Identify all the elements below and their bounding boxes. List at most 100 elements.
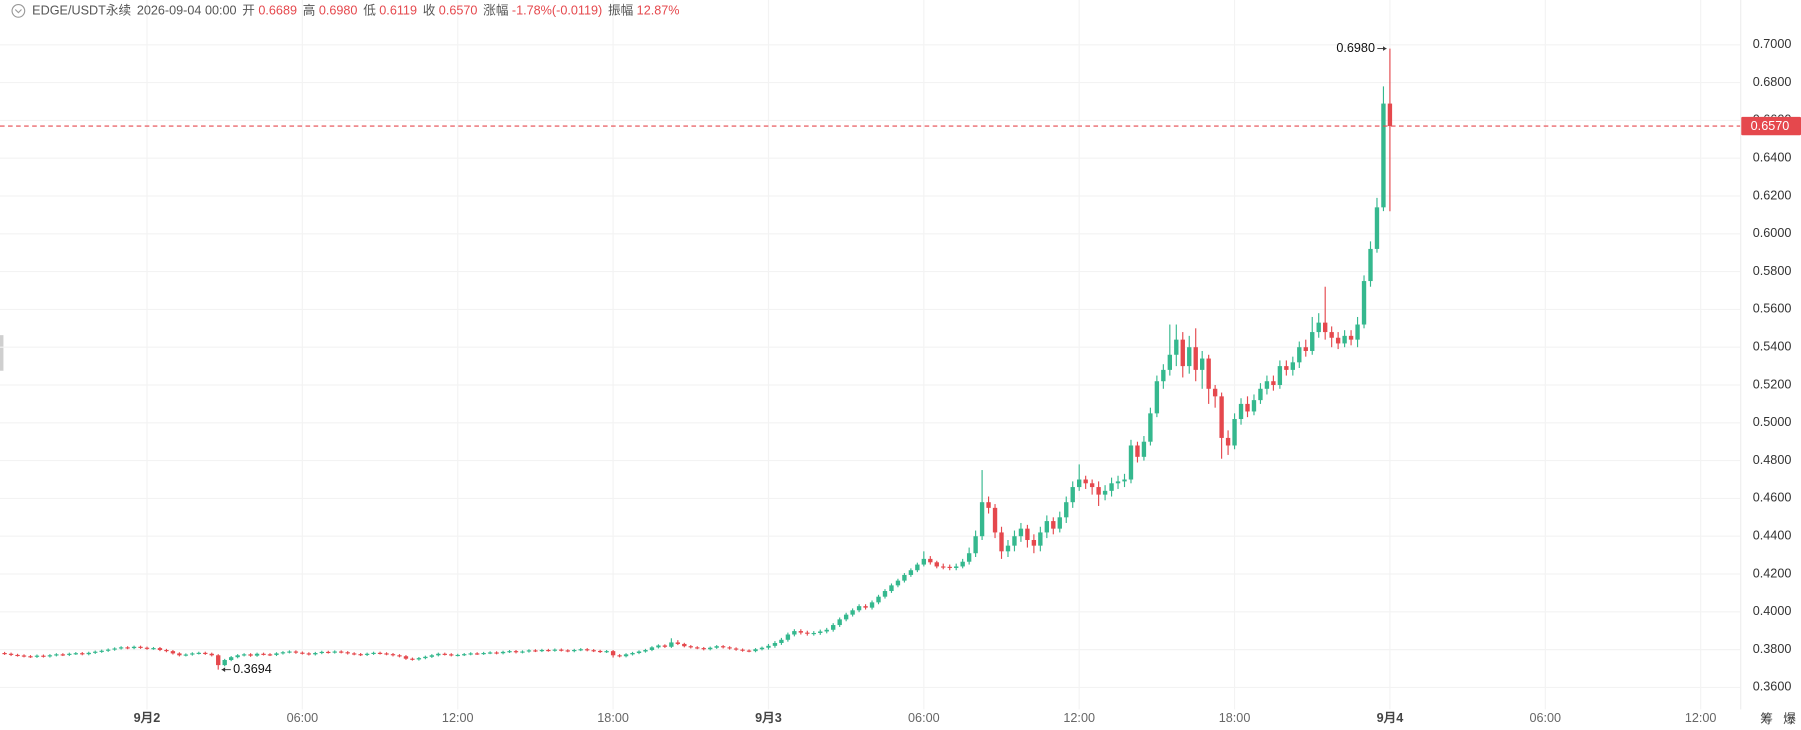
candle-body: [371, 652, 376, 654]
candle-body: [1284, 366, 1289, 370]
candle-body: [487, 652, 493, 654]
candle-body: [216, 655, 221, 666]
y-tick-label: 0.5400: [1753, 340, 1792, 354]
candle-body: [1297, 347, 1302, 363]
candle-body: [572, 649, 577, 652]
candle-body: [183, 654, 189, 656]
candle-body: [1012, 536, 1017, 546]
candle-body: [1109, 483, 1114, 491]
candle-body: [151, 648, 156, 650]
candle-body: [973, 536, 978, 554]
candle-body: [1167, 354, 1173, 370]
candle-body: [1277, 366, 1283, 386]
candle-body: [1128, 445, 1134, 480]
candle-body: [1232, 419, 1237, 446]
candle-body: [688, 646, 693, 648]
candle-body: [1180, 339, 1185, 367]
candle-body: [617, 655, 622, 657]
candle-body: [960, 561, 965, 567]
y-tick-label: 0.6800: [1753, 75, 1792, 89]
candle-body: [15, 654, 20, 657]
candle-body: [733, 648, 739, 650]
candle-body: [1245, 403, 1250, 412]
x-tick-label: 9月3: [755, 711, 782, 725]
candle-body: [164, 649, 169, 652]
candle-body: [235, 655, 240, 658]
candle-body: [481, 653, 486, 655]
x-tick-label: 06:00: [1529, 711, 1561, 725]
x-tick-label: 9月2: [134, 711, 161, 725]
candle-body: [643, 649, 648, 652]
candle-body: [610, 651, 616, 656]
candle-body: [222, 660, 227, 666]
candle-body: [494, 652, 499, 654]
candle-body: [1323, 322, 1328, 333]
tool-button[interactable]: 爆: [1783, 712, 1796, 726]
y-tick-label: 0.7000: [1753, 37, 1792, 51]
candle-body: [410, 658, 415, 660]
max-label: 0.6980: [1336, 41, 1375, 55]
candle-body: [1122, 479, 1127, 482]
field-name: 开: [242, 4, 255, 18]
time: 2026-09-04 00:00: [137, 4, 237, 18]
candle-body: [908, 570, 914, 575]
candle-body: [1064, 502, 1069, 518]
candle-body: [792, 631, 797, 635]
candle-body: [1031, 539, 1037, 546]
candle-body: [675, 642, 681, 644]
candle-body: [954, 566, 959, 568]
candle-body: [513, 651, 519, 653]
candle-body: [358, 654, 363, 656]
tool-button[interactable]: 筹: [1760, 711, 1773, 726]
y-tick-label: 0.4000: [1753, 604, 1792, 618]
candle-body: [915, 564, 920, 571]
candle-body: [21, 655, 27, 657]
y-tick-label: 0.6000: [1753, 226, 1792, 240]
max-arrow-head: [1383, 46, 1387, 51]
side-tab[interactable]: [0, 335, 4, 371]
candle-body: [597, 650, 603, 653]
candle-body: [966, 553, 972, 562]
candle-body: [306, 653, 312, 655]
candle-body: [1206, 358, 1211, 389]
candle-body: [190, 653, 195, 655]
candle-body: [1005, 545, 1011, 552]
candle-body: [889, 585, 894, 592]
candle-body: [1102, 490, 1108, 495]
candle-body: [876, 596, 881, 603]
candle-body: [986, 502, 991, 508]
candle-body: [552, 649, 558, 651]
candle-body: [209, 653, 214, 656]
candle-body: [377, 652, 383, 654]
candle-body: [1115, 481, 1121, 484]
candle-body: [203, 652, 208, 654]
y-tick-label: 0.4400: [1753, 529, 1792, 543]
candle-body: [241, 654, 247, 656]
candle-body: [455, 654, 460, 657]
candle-body: [863, 606, 868, 608]
y-tick-label: 0.4800: [1753, 453, 1792, 467]
candle-body: [319, 651, 324, 654]
candle-body: [248, 654, 253, 656]
candle-body: [93, 651, 98, 653]
x-tick-label: 12:00: [442, 711, 474, 725]
field-name: 低: [363, 4, 376, 18]
candle-body: [1051, 521, 1056, 529]
collapse-icon[interactable]: [11, 4, 26, 18]
candle-body: [882, 591, 888, 597]
candle-body: [1057, 517, 1062, 529]
candle-body: [1212, 388, 1218, 397]
candle-body: [47, 655, 53, 657]
candle-body: [73, 653, 78, 655]
candle-body: [80, 653, 85, 655]
candle-body: [60, 654, 66, 656]
candle-body: [1316, 322, 1321, 333]
candle-body: [339, 651, 344, 653]
candle-body: [1083, 479, 1088, 484]
candle-body: [1200, 358, 1205, 370]
candle-body: [869, 602, 875, 608]
field-value: 12.87%: [637, 4, 680, 18]
candle-body: [559, 649, 564, 651]
collapse-chevron: [14, 9, 22, 14]
candle-body: [1148, 413, 1153, 442]
